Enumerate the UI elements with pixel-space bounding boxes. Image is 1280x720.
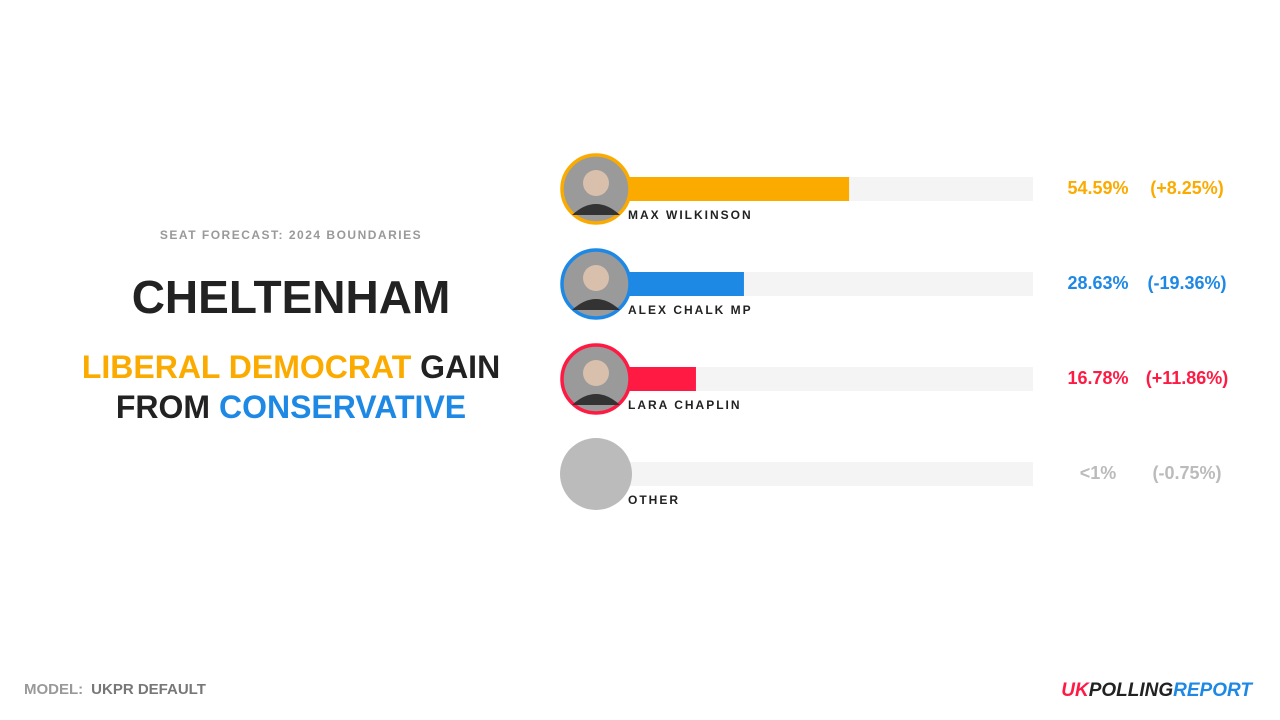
photo-head [583, 265, 609, 291]
photo-shoulders [572, 204, 620, 215]
headline-line-2: FROM CONSERVATIVE [116, 389, 466, 425]
model-value: UKPR DEFAULT [91, 681, 206, 698]
model-label: MODEL: UKPR DEFAULT [24, 681, 206, 698]
candidate-name: OTHER [628, 493, 680, 507]
value-label: 54.59% [1067, 178, 1128, 198]
seat-name: CHELTENHAM [132, 271, 451, 323]
change-label: (+11.86%) [1146, 368, 1229, 388]
kicker: SEAT FORECAST: 2024 BOUNDARIES [160, 228, 422, 242]
winner-party: LIBERAL DEMOCRAT [82, 349, 412, 385]
value-label: 16.78% [1067, 368, 1128, 388]
value-label: <1% [1080, 463, 1117, 483]
change-label: (-19.36%) [1147, 273, 1226, 293]
gain-word: GAIN [420, 349, 500, 385]
photo-shoulders [572, 299, 620, 310]
model-key: MODEL: [24, 681, 83, 698]
logo-polling: POLLING [1089, 680, 1174, 701]
from-word: FROM [116, 389, 210, 425]
candidate-name: MAX WILKINSON [628, 208, 753, 222]
photo-head [583, 360, 609, 386]
photo-head [583, 170, 609, 196]
bar [628, 272, 744, 296]
candidate-name: ALEX CHALK MP [628, 303, 753, 317]
bar [628, 177, 850, 201]
headline-line-1: LIBERAL DEMOCRAT GAIN [82, 349, 500, 385]
loser-party: CONSERVATIVE [219, 389, 466, 425]
change-label: (+8.25%) [1150, 178, 1224, 198]
logo-report: REPORT [1173, 680, 1253, 701]
logo-uk: UK [1061, 680, 1090, 701]
logo: UKPOLLINGREPORT [1061, 680, 1253, 701]
candidate-photo [560, 438, 632, 510]
candidate-name: LARA CHAPLIN [628, 398, 742, 412]
bar-track [628, 462, 1033, 486]
photo-shoulders [572, 394, 620, 405]
bar [628, 367, 696, 391]
value-label: 28.63% [1067, 273, 1128, 293]
change-label: (-0.75%) [1152, 463, 1221, 483]
